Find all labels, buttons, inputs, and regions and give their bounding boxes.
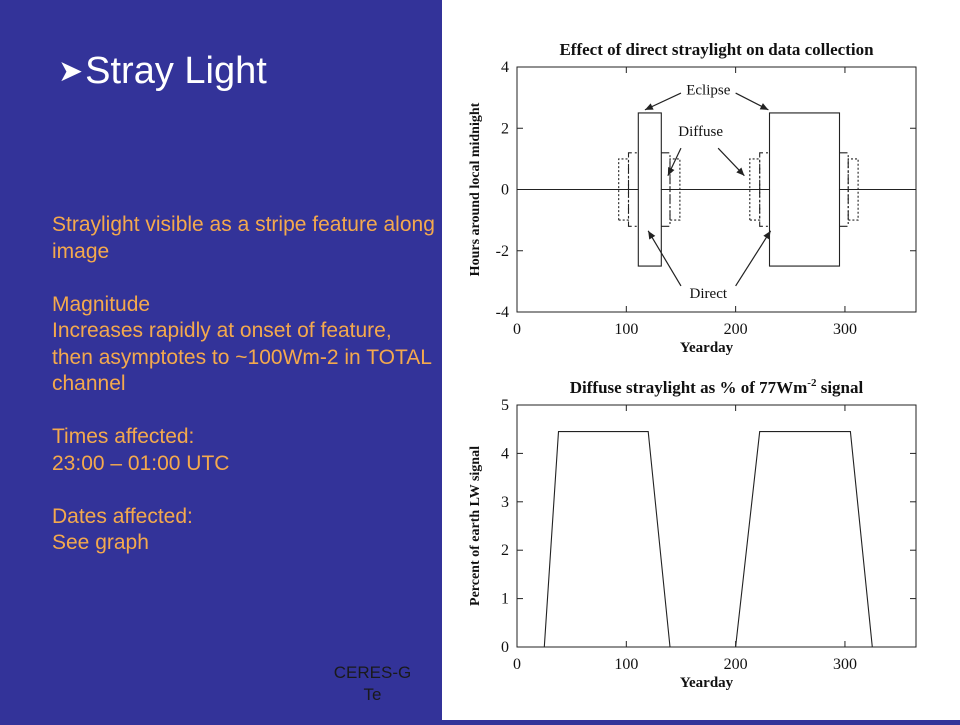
slide-text-panel: ➤ Stray Light Straylight visible as a st… — [0, 0, 442, 720]
chart-1-series-dash-dot-line — [661, 152, 671, 190]
slide-title-row: ➤ Stray Light — [58, 50, 267, 93]
chart-1-annotation-direct: Direct — [690, 286, 728, 302]
chart-1-series-dotted-line — [847, 158, 859, 221]
chart-1-ytick-label: 0 — [501, 182, 509, 199]
slide-title: Stray Light — [85, 50, 267, 92]
chart-2-ytick-label: 0 — [501, 639, 509, 656]
chart-1-annotation-arrow-line — [647, 230, 682, 287]
chart-2-ylabel: Percent of earth LW signal — [468, 446, 483, 606]
chart-1-ylabel: Hours around local midnight — [468, 102, 483, 276]
chart-1-ytick-label: 2 — [501, 120, 509, 137]
chart-1-xlabel: Yearday — [680, 340, 734, 356]
chart-2-ytick-label: 3 — [501, 494, 509, 511]
chart-2-frame — [516, 404, 917, 648]
chart-2-xtick-label: 0 — [513, 656, 521, 673]
chart-1-annotation-arrowhead-icon — [736, 167, 745, 176]
chart-1-annotation-arrowhead-icon — [667, 166, 675, 176]
chart-2-xtick-label: 300 — [833, 656, 857, 673]
chart-1-series-dash-dot-line — [839, 152, 849, 190]
chart-1-xtick-label: 100 — [614, 321, 638, 338]
chart-1-xtick-label: 0 — [513, 321, 521, 338]
chart-1-series-solid-line — [768, 189, 841, 267]
chart-1-series-dotted-line — [669, 158, 681, 221]
chart-1-series-dash-dot-line — [627, 152, 639, 190]
chart-2-title: Diffuse straylight as % of 77Wm-2 signal — [570, 377, 864, 397]
chart-1-series-solid-line — [637, 189, 662, 267]
chart-1-annotation-diffuse: Diffuse — [678, 124, 723, 140]
chart-1-xtick-label: 200 — [724, 321, 748, 338]
chart-1-series-dash-dot-line — [627, 189, 639, 227]
chart-1-annotation-arrowhead-icon — [644, 103, 654, 110]
chart-1-series-solid-line — [517, 112, 916, 191]
chart-2-xlabel: Yearday — [680, 675, 734, 691]
chart-2-ytick-label: 2 — [501, 542, 509, 559]
chart-2-xtick-label: 200 — [724, 656, 748, 673]
chart-2-ytick-label: 1 — [501, 591, 509, 608]
chart-1-ytick-label: -2 — [496, 243, 509, 260]
chart-2-ytick-label: 4 — [501, 445, 509, 462]
chart-1-annotation-arrowhead-icon — [763, 230, 771, 240]
chart-1-ytick-label: -4 — [496, 304, 509, 321]
chart-1-annotation-arrowhead-icon — [759, 103, 769, 110]
arrow-bullet-icon: ➤ — [58, 54, 84, 89]
chart-1-series-dash-dot-line — [759, 189, 770, 227]
chart-1-annotation-eclipse: Eclipse — [686, 83, 730, 99]
chart-1-series-dash-dot-line — [759, 152, 770, 190]
chart-1-ytick-label: 4 — [501, 59, 509, 76]
chart-1-series-dash-dot-line — [839, 189, 849, 227]
chart-1-annotation-arrow-line — [735, 230, 772, 287]
chart-1-series-dash-dot-line — [661, 189, 671, 227]
chart-1-series-dotted-line — [749, 158, 761, 221]
figure-panel: 0 100 200 300 -4 -2 0 2 4 Yearday Hours around loc… — [442, 0, 960, 720]
chart-1-series-dotted-line — [618, 158, 630, 221]
chart-2-xtick-label: 100 — [614, 656, 638, 673]
chart-1-title: Effect of direct straylight on data coll… — [559, 40, 874, 59]
chart-2-ytick-label: 5 — [501, 397, 509, 414]
chart-1-annotation-arrowhead-icon — [648, 230, 656, 240]
slide-footer: CERES-G Te — [333, 663, 412, 704]
chart-1-xtick-label: 300 — [833, 321, 857, 338]
slide-body-text: Straylight visible as a stripe feature a… — [52, 213, 435, 554]
chart-2-series-solid-line — [517, 431, 916, 648]
